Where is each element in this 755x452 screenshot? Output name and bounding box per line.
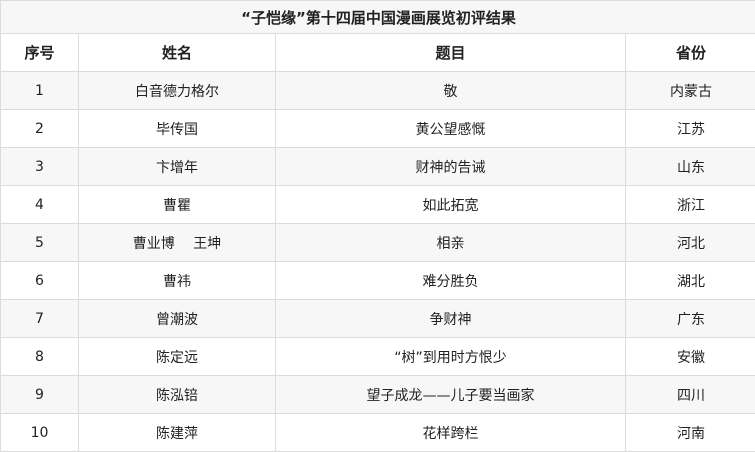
- cell-name: 曹业博 王坤: [78, 223, 276, 262]
- cell-index: 5: [0, 223, 79, 262]
- cell-province: 山东: [624, 147, 755, 186]
- cell-index: 10: [0, 413, 79, 452]
- cell-name: 陈定远: [78, 337, 276, 376]
- table-row: 1 白音德力格尔敬内蒙古: [0, 71, 755, 110]
- cell-name: 卞增年: [78, 147, 276, 186]
- cell-title: 财神的告诫: [275, 147, 626, 186]
- cell-name: 曾潮波: [78, 299, 276, 338]
- table-title: “子恺缘”第十四届中国漫画展览初评结果: [0, 0, 755, 34]
- header-province: 省份: [624, 33, 755, 72]
- cell-index: 2: [0, 109, 79, 148]
- cell-index: 6: [0, 261, 79, 300]
- cell-province: 河北: [624, 223, 755, 262]
- table-row: 6 曹祎 难分胜负 湖北: [0, 261, 755, 300]
- cell-index: 8: [0, 337, 79, 376]
- cell-index: 3: [0, 147, 79, 186]
- cell-name: 陈建萍: [78, 413, 276, 452]
- cell-province: 浙江: [624, 185, 755, 224]
- cell-province: 安徽: [624, 337, 755, 376]
- cell-name: 曹瞿: [78, 185, 276, 224]
- cell-province: 内蒙古: [624, 71, 755, 110]
- header-index: 序号: [0, 33, 79, 72]
- cell-province: 江苏: [624, 109, 755, 148]
- cell-name: 曹祎: [78, 261, 276, 300]
- table-row: 3 卞增年 财神的告诫 山东: [0, 147, 755, 186]
- table-row: 7 曾潮波 争财神 广东: [0, 299, 755, 338]
- cell-province: 河南: [624, 413, 755, 452]
- cell-title: 望子成龙——儿子要当画家: [275, 375, 626, 414]
- cell-title: 争财神: [275, 299, 626, 338]
- table-row: 10 陈建萍 花样跨栏 河南: [0, 413, 755, 452]
- header-name: 姓名: [78, 33, 276, 72]
- cell-title: 难分胜负: [275, 261, 626, 300]
- cell-index: 1: [0, 71, 79, 110]
- cell-title: 相亲: [275, 223, 626, 262]
- cell-title: 如此拓宽: [275, 185, 626, 224]
- cell-province: 湖北: [624, 261, 755, 300]
- cell-name: 陈泓锫: [78, 375, 276, 414]
- table-row: 2 毕传国 黄公望感慨 江苏: [0, 109, 755, 148]
- table-row: 5 曹业博 王坤 相亲 河北: [0, 223, 755, 262]
- cell-title: 花样跨栏: [275, 413, 626, 452]
- cell-title: 黄公望感慨: [275, 109, 626, 148]
- table-row: 8 陈定远 “树”到用时方恨少 安徽: [0, 337, 755, 376]
- cell-name: 白音德力格尔: [78, 71, 276, 110]
- cell-name: 毕传国: [78, 109, 276, 148]
- table-row: 4 曹瞿 如此拓宽 浙江: [0, 185, 755, 224]
- cell-index: 4: [0, 185, 79, 224]
- cell-province: 广东: [624, 299, 755, 338]
- cell-index: 7: [0, 299, 79, 338]
- cell-province: 四川: [624, 375, 755, 414]
- cell-index: 9: [0, 375, 79, 414]
- header-title: 题目: [275, 33, 626, 72]
- cell-title: 敬: [275, 71, 626, 110]
- table-row: 9 陈泓锫 望子成龙——儿子要当画家 四川: [0, 375, 755, 414]
- cell-title: “树”到用时方恨少: [275, 337, 626, 376]
